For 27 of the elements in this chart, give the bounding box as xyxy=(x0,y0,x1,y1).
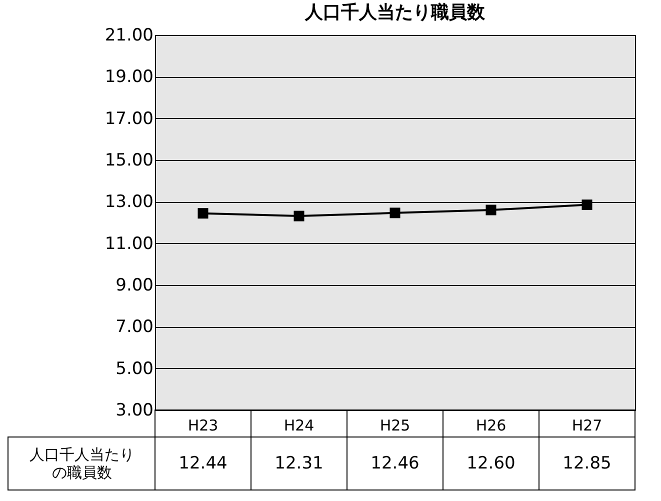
y-tick-label: 21.00 xyxy=(104,26,154,46)
y-tick-label: 15.00 xyxy=(104,150,154,170)
data-label: 12.85 xyxy=(562,454,612,474)
y-tick-label: 11.00 xyxy=(104,234,154,254)
y-tick-label: 5.00 xyxy=(116,358,154,379)
y-tick-label: 3.00 xyxy=(116,400,154,420)
point xyxy=(486,204,496,216)
x-tick-label: H25 xyxy=(380,416,410,434)
y-tick-label: 19.00 xyxy=(104,67,154,88)
y-tick-label: 13.00 xyxy=(104,192,154,212)
x-tick-label: H24 xyxy=(284,416,314,434)
point xyxy=(198,208,208,219)
data-label: 12.31 xyxy=(274,454,324,474)
data-label: 12.60 xyxy=(466,454,516,474)
data-label: 12.46 xyxy=(370,454,420,474)
point xyxy=(294,210,304,222)
y-tick-label: 7.00 xyxy=(116,317,154,338)
y-tick-label: 17.00 xyxy=(104,108,154,129)
chart-title: 人口千人当たり職員数 xyxy=(304,2,486,23)
y-tick-label: 9.00 xyxy=(116,276,154,296)
point xyxy=(390,208,400,218)
point xyxy=(582,200,592,210)
x-tick-label: H26 xyxy=(476,416,506,434)
data-label: 12.44 xyxy=(178,454,228,474)
x-tick-label: H23 xyxy=(188,416,218,434)
text: 人口千人当たりの職員数 xyxy=(30,446,134,482)
x-tick-label: H27 xyxy=(572,416,602,434)
